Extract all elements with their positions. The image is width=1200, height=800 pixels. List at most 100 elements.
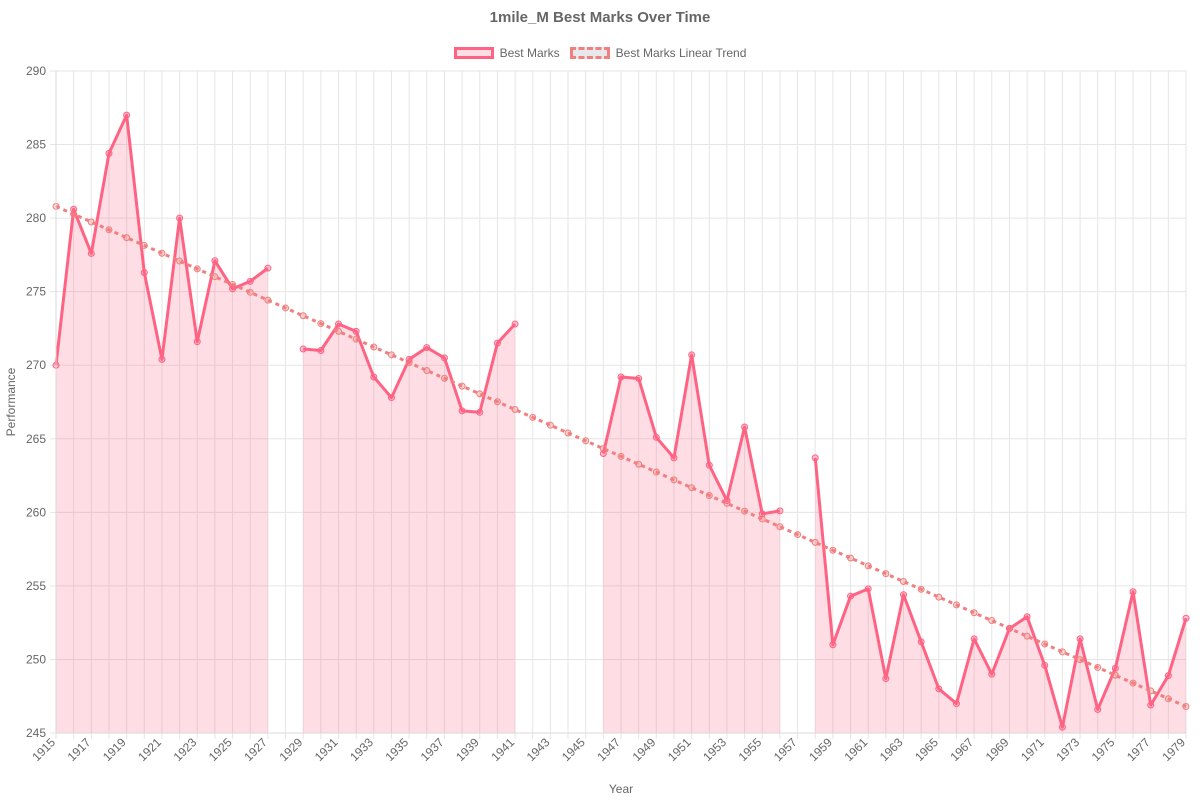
trend-point (70, 210, 78, 218)
trend-point (352, 335, 360, 343)
x-tick-label: 1937 (418, 735, 447, 764)
data-point-best-marks (617, 373, 625, 381)
trend-point (511, 406, 519, 414)
data-point-best-marks (1111, 664, 1119, 672)
legend-label-linear-trend: Best Marks Linear Trend (615, 46, 747, 60)
trend-point (246, 288, 254, 296)
x-tick-label: 1921 (135, 735, 164, 764)
data-point-best-marks (193, 338, 201, 346)
data-point-best-marks (599, 449, 607, 457)
series-area-best-marks (815, 457, 1186, 733)
trend-point (211, 273, 219, 281)
y-tick-label: 265 (26, 432, 46, 446)
trend-point (864, 562, 872, 570)
data-point-best-marks (158, 355, 166, 363)
data-point-best-marks (723, 497, 731, 505)
legend-item-best-marks[interactable]: Best Marks (453, 46, 560, 60)
trend-point (1111, 671, 1119, 679)
legend-label-best-marks: Best Marks (499, 46, 560, 60)
x-tick-label: 1939 (453, 735, 482, 764)
trend-point (564, 429, 572, 437)
data-point-best-marks (935, 685, 943, 693)
x-tick-label: 1945 (559, 735, 588, 764)
data-point-best-marks (1023, 613, 1031, 621)
trend-point (1147, 687, 1155, 695)
data-point-best-marks (440, 354, 448, 362)
x-tick-label: 1965 (912, 735, 941, 764)
data-point-best-marks (1094, 705, 1102, 713)
x-tick-label: 1947 (594, 735, 623, 764)
trend-point (105, 226, 113, 234)
data-point-best-marks (1058, 723, 1066, 731)
trend-point (688, 484, 696, 492)
trend-point (123, 234, 131, 242)
trend-point (387, 351, 395, 359)
data-point-best-marks (635, 374, 643, 382)
trend-point (988, 617, 996, 625)
data-point-best-marks (423, 344, 431, 352)
data-point-best-marks (123, 111, 131, 119)
data-point-best-marks (246, 277, 254, 285)
trend-point (599, 445, 607, 453)
trend-point (705, 492, 713, 500)
x-tick-label: 1979 (1159, 735, 1188, 764)
data-point-best-marks (970, 635, 978, 643)
x-tick-label: 1977 (1124, 735, 1153, 764)
trend-point (158, 249, 166, 257)
x-tick-label: 1955 (736, 735, 765, 764)
y-axis-title: Performance (4, 367, 18, 436)
data-point-best-marks (370, 373, 378, 381)
data-point-best-marks (652, 433, 660, 441)
trend-point (1129, 679, 1137, 687)
data-point-best-marks (70, 205, 78, 213)
data-point-best-marks (1129, 588, 1137, 596)
data-point-best-marks (317, 347, 325, 355)
legend-item-linear-trend[interactable]: Best Marks Linear Trend (569, 46, 747, 60)
trend-point (652, 468, 660, 476)
x-tick-label: 1933 (347, 735, 376, 764)
trend-point (970, 609, 978, 617)
x-tick-label: 1917 (65, 735, 94, 764)
trend-point (935, 593, 943, 601)
data-point-best-marks (864, 585, 872, 593)
legend-swatch-best-marks (453, 47, 494, 59)
trend-point (1058, 648, 1066, 656)
trend-point (847, 554, 855, 562)
trend-point (176, 257, 184, 265)
data-point-best-marks (1164, 672, 1172, 680)
trend-point (1164, 695, 1172, 703)
trend-point (952, 601, 960, 609)
data-point-best-marks (87, 249, 95, 257)
data-point-best-marks (900, 591, 907, 599)
data-point-best-marks (952, 700, 960, 708)
trend-point (758, 515, 766, 523)
data-point-best-marks (458, 407, 466, 415)
trend-point (87, 218, 95, 226)
data-point-best-marks (758, 510, 766, 518)
trend-point (440, 374, 448, 382)
trend-point (335, 327, 342, 335)
x-tick-label: 1959 (806, 735, 835, 764)
x-tick-label: 1951 (665, 735, 694, 764)
y-tick-label: 260 (26, 505, 46, 519)
series-line-best-marks (813, 457, 1188, 729)
data-point-best-marks (211, 257, 219, 265)
trend-point (1076, 656, 1084, 664)
series-area-best-marks (603, 354, 780, 733)
trend-point (299, 312, 307, 320)
trend-point (900, 577, 907, 585)
chart-title: 1mile_M Best Marks Over Time (489, 9, 711, 26)
trend-point (370, 343, 378, 351)
trend-point (282, 304, 290, 312)
data-point-best-marks (264, 264, 272, 272)
x-tick-label: 1973 (1053, 735, 1082, 764)
data-point-best-marks (829, 641, 837, 649)
x-tick-label: 1929 (277, 735, 306, 764)
x-tick-label: 1963 (877, 735, 906, 764)
y-tick-label: 280 (26, 211, 46, 225)
data-point-best-marks (140, 269, 148, 277)
trend-point (670, 476, 678, 484)
data-point-best-marks (405, 355, 413, 363)
